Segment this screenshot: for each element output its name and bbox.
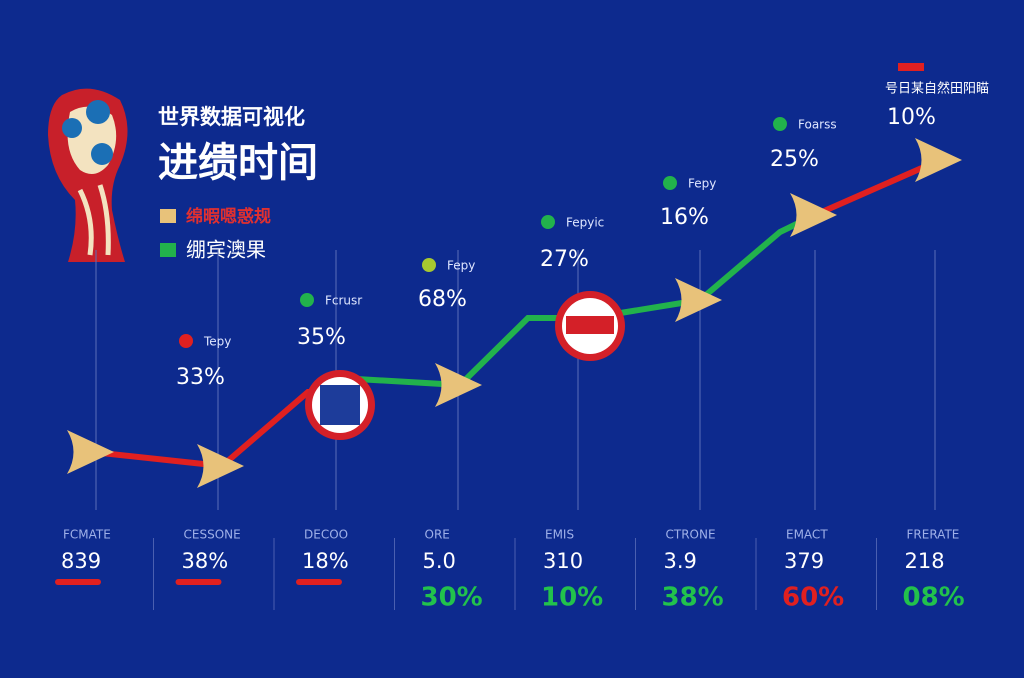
corner-bar: [898, 63, 924, 71]
column-change: 10%: [541, 583, 603, 613]
column-label: CTRONE: [666, 528, 716, 542]
column-value: 3.9: [664, 549, 697, 573]
arrow-marker: [67, 430, 114, 474]
point-value: 35%: [297, 325, 346, 350]
column-label: ORE: [425, 528, 450, 542]
point-label: Fepy: [447, 259, 475, 273]
arrow-marker: [197, 444, 244, 488]
column-value: 38%: [182, 549, 229, 573]
column-value: 310: [543, 549, 583, 573]
legend-swatch: [160, 209, 176, 223]
point-dot: [300, 293, 314, 307]
subtitle: 世界数据可视化: [158, 105, 305, 129]
column-value: 379: [784, 549, 824, 573]
legend-swatch: [160, 243, 176, 257]
trophy: [48, 88, 128, 262]
column-value: 5.0: [423, 549, 456, 573]
column-change: 38%: [662, 583, 724, 613]
point-dot: [773, 117, 787, 131]
point-dot: [179, 334, 193, 348]
column-label: FCMATE: [63, 528, 111, 542]
point-value: 33%: [176, 365, 225, 390]
point-value: 16%: [660, 205, 709, 230]
column-label: EMACT: [786, 528, 828, 542]
corner-value: 10%: [887, 105, 936, 130]
badge: [555, 291, 625, 361]
column-change: 08%: [903, 583, 965, 613]
column-underline: [55, 579, 101, 585]
point-dot: [541, 215, 555, 229]
point-value: 27%: [540, 247, 589, 272]
point-dot: [422, 258, 436, 272]
column-underline: [296, 579, 342, 585]
corner-label: 号日某自然田阳瞄: [885, 81, 989, 97]
arrow-marker: [790, 193, 837, 237]
column-label: DECOO: [304, 528, 348, 542]
point-value: 68%: [418, 287, 467, 312]
point-dot: [663, 176, 677, 190]
point-label: Fepyic: [566, 216, 604, 230]
column-change: 30%: [421, 583, 483, 613]
column-value: 18%: [302, 549, 349, 573]
arrow-marker: [675, 278, 722, 322]
badge: [305, 370, 375, 440]
point-label: Foarss: [798, 118, 837, 132]
legend-label: 绷宾澳果: [186, 238, 266, 262]
legend-label: 绵暇嗯惑规: [186, 206, 271, 227]
column-label: EMIS: [545, 528, 574, 542]
column-label: FRERATE: [907, 528, 960, 542]
arrow-marker: [435, 363, 482, 407]
arrow-marker: [915, 138, 962, 182]
column-change: 60%: [782, 583, 844, 613]
title: 进缋时间: [158, 140, 318, 186]
column-label: CESSONE: [184, 528, 241, 542]
point-label: Fcrusr: [325, 294, 362, 308]
trend-red: [813, 157, 942, 218]
column-value: 839: [61, 549, 101, 573]
point-label: Tepy: [203, 335, 231, 349]
arrows: [67, 138, 962, 488]
column-value: 218: [905, 549, 945, 573]
point-label: Fepy: [688, 177, 716, 191]
point-value: 25%: [770, 147, 819, 172]
column-underline: [175, 579, 222, 585]
